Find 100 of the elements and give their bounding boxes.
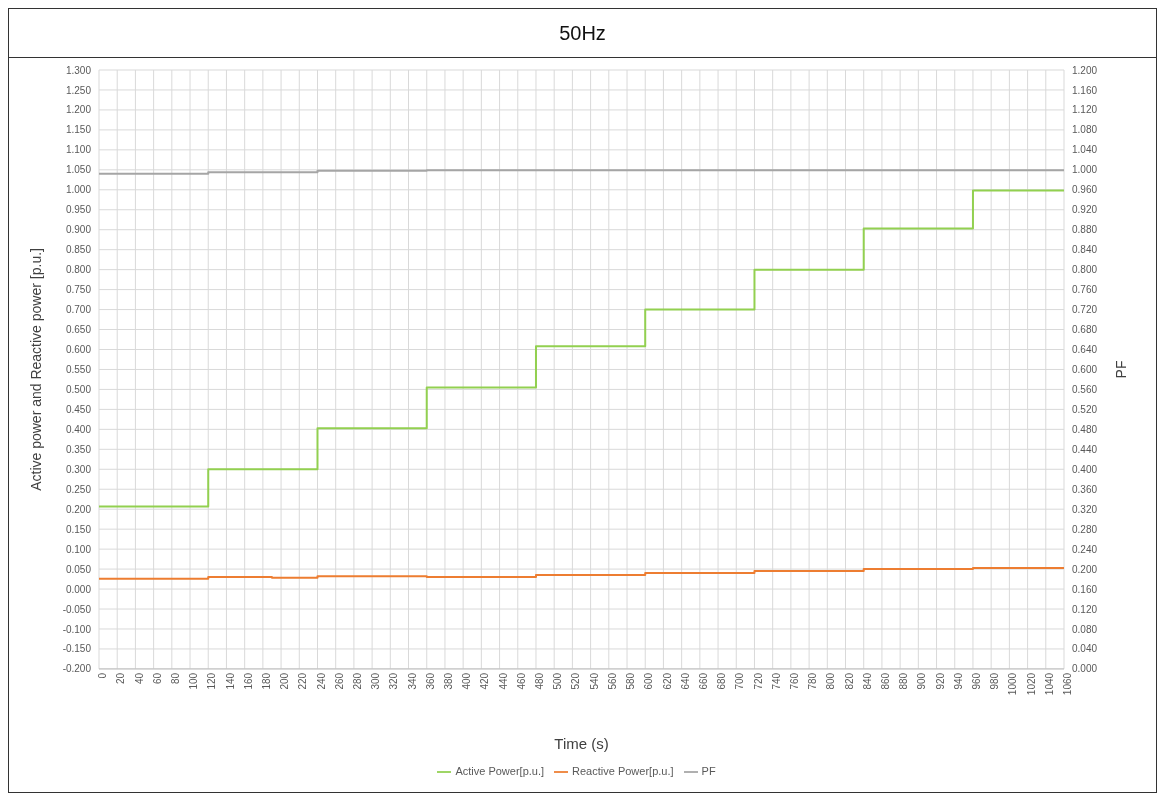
x-tick-label: 640 — [679, 672, 691, 690]
y2-tick-label: 0.400 — [1072, 463, 1098, 475]
y-tick-label: 0.150 — [65, 523, 92, 535]
y-tick-label: 0.200 — [65, 503, 92, 515]
y2-tick-label: 0.240 — [1072, 543, 1098, 555]
y2-tick-label: 0.920 — [1072, 204, 1098, 216]
y-tick-label: -0.050 — [62, 603, 92, 615]
y2-tick-label: 0.160 — [1072, 583, 1098, 595]
x-tick-label: 440 — [497, 672, 509, 690]
y2-tick-label: 0.280 — [1072, 523, 1098, 535]
y2-tick-label: 0.120 — [1072, 603, 1098, 615]
y2-tick-label: 1.080 — [1072, 124, 1098, 136]
y2-tick-label: 0.760 — [1072, 284, 1098, 296]
x-tick-label: 700 — [734, 672, 746, 690]
x-tick-label: 340 — [406, 672, 418, 690]
x-tick-label: 1040 — [1043, 672, 1055, 696]
y2-tick-label: 0.360 — [1072, 483, 1098, 495]
y2-tick-label: 1.040 — [1072, 144, 1098, 156]
y-tick-label: 1.100 — [65, 144, 92, 156]
x-tick-label: 880 — [898, 672, 910, 690]
y-tick-label: 1.000 — [65, 184, 92, 196]
y-tick-label: 0.550 — [65, 364, 92, 375]
y2-tick-label: 0.800 — [1072, 264, 1098, 276]
y-tick-label: 0.100 — [65, 543, 92, 555]
y2-tick-label: 0.480 — [1072, 423, 1098, 435]
x-tick-label: 660 — [697, 672, 709, 690]
x-tick-label: 500 — [552, 672, 564, 690]
x-tick-label: 820 — [843, 672, 855, 690]
legend-label: Active Power[p.u.] — [455, 764, 545, 777]
x-tick-label: 620 — [661, 672, 673, 690]
y-tick-label: 0.950 — [65, 204, 92, 216]
y2-tick-label: 0.520 — [1072, 403, 1098, 415]
y-tick-label: 0.500 — [65, 383, 92, 395]
x-tick-label: 480 — [534, 672, 546, 690]
chart-title: 50Hz — [9, 9, 1156, 58]
x-tick-label: 320 — [388, 672, 400, 690]
x-tick-label: 540 — [588, 672, 600, 690]
y-tick-label: 0.400 — [65, 423, 92, 435]
x-tick-label: 720 — [752, 672, 764, 690]
x-tick-label: 980 — [989, 672, 1001, 690]
x-tick-label: 400 — [461, 672, 473, 690]
y2-tick-label: 0.840 — [1072, 244, 1098, 256]
y-tick-label: 0.050 — [65, 563, 92, 575]
x-tick-label: 120 — [206, 672, 218, 690]
y-tick-label: 0.800 — [65, 264, 92, 276]
y2-tick-label: 0.880 — [1072, 224, 1098, 236]
y-tick-label: 0.750 — [65, 284, 92, 296]
y-tick-label: 0.700 — [65, 304, 92, 316]
y-tick-label: 1.200 — [65, 104, 92, 116]
x-tick-label: 220 — [297, 672, 309, 690]
y2-tick-label: 0.080 — [1072, 623, 1098, 635]
y-tick-label: 1.050 — [65, 164, 92, 176]
x-tick-label: 180 — [260, 672, 272, 690]
y-tick-label: 1.250 — [65, 84, 92, 96]
x-tick-label: 960 — [971, 672, 983, 690]
y2-tick-label: 0.040 — [1072, 643, 1098, 655]
x-tick-label: 800 — [825, 672, 837, 690]
y-tick-label: -0.100 — [62, 623, 92, 635]
x-tick-label: 760 — [788, 672, 800, 690]
x-tick-label: 0 — [97, 672, 109, 679]
x-tick-label: 740 — [770, 672, 782, 690]
x-tick-label: 300 — [370, 672, 382, 690]
x-tick-label: 680 — [716, 672, 728, 690]
y2-axis-title: PF — [1112, 360, 1129, 379]
y-tick-label: 0.300 — [65, 463, 92, 475]
y2-tick-label: 0.000 — [1072, 663, 1098, 675]
x-tick-label: 460 — [515, 672, 527, 690]
y-tick-label: 0.650 — [65, 324, 92, 336]
y-tick-label: 0.450 — [65, 403, 92, 415]
x-tick-label: 940 — [952, 672, 964, 690]
y2-tick-label: 0.680 — [1072, 324, 1098, 336]
y2-tick-label: 1.000 — [1072, 164, 1098, 176]
y-axis-title: Active power and Reactive power [p.u.] — [27, 248, 44, 491]
y2-tick-label: 0.600 — [1072, 364, 1098, 375]
x-tick-label: 840 — [861, 672, 873, 690]
y-tick-label: 1.300 — [65, 64, 92, 76]
x-tick-label: 160 — [242, 672, 254, 690]
legend-label: Reactive Power[p.u.] — [572, 764, 674, 777]
y-tick-label: 0.250 — [65, 483, 92, 495]
y2-tick-label: 1.200 — [1072, 64, 1098, 76]
x-tick-label: 560 — [606, 672, 618, 690]
y2-tick-label: 0.960 — [1072, 184, 1098, 196]
legend-label: PF — [701, 764, 716, 777]
y-tick-label: 0.000 — [65, 583, 92, 595]
y-tick-label: 0.600 — [65, 344, 92, 356]
x-tick-label: 140 — [224, 672, 236, 690]
x-tick-label: 360 — [424, 672, 436, 690]
y2-tick-label: 0.560 — [1072, 383, 1098, 395]
x-tick-label: 580 — [625, 672, 637, 690]
x-tick-label: 380 — [443, 672, 455, 690]
x-tick-label: 1000 — [1007, 672, 1019, 696]
y2-tick-label: 1.120 — [1072, 104, 1098, 116]
x-tick-label: 200 — [279, 672, 291, 690]
x-tick-label: 900 — [916, 672, 928, 690]
y-tick-label: 1.150 — [65, 124, 92, 136]
y-tick-label: -0.150 — [62, 643, 92, 655]
x-tick-label: 1060 — [1062, 672, 1074, 696]
y2-tick-label: 0.200 — [1072, 563, 1098, 575]
x-tick-label: 920 — [934, 672, 946, 690]
x-tick-label: 60 — [151, 672, 163, 685]
